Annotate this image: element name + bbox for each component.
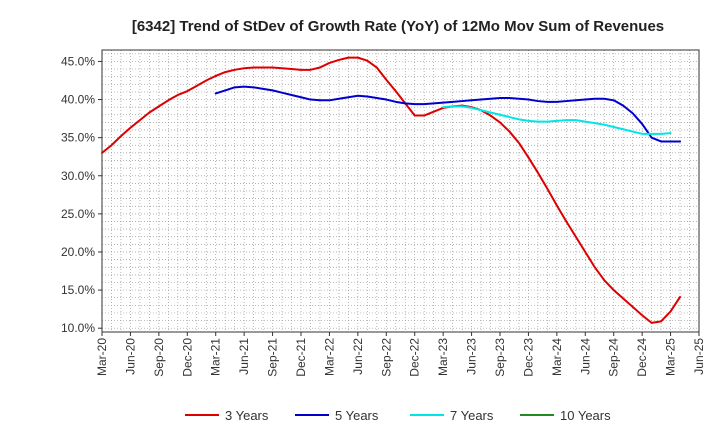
y-tick-label: 15.0% (61, 283, 95, 297)
series-line-7-years (442, 105, 672, 135)
series-line-3-years (101, 56, 682, 324)
x-tick-label: Sep-23 (493, 338, 507, 377)
x-tick-label: Jun-24 (578, 338, 592, 375)
x-tick-label: Sep-24 (607, 338, 621, 377)
plot-border (101, 49, 700, 333)
x-tick-label: Mar-21 (209, 338, 223, 376)
chart-title: [6342] Trend of StDev of Growth Rate (Yo… (132, 18, 664, 35)
x-tick-label: Jun-25 (692, 338, 706, 375)
x-tick-label: Mar-25 (664, 338, 678, 376)
x-tick-label: Jun-23 (465, 338, 479, 375)
y-tick-label: 40.0% (61, 93, 95, 107)
x-tick-label: Mar-24 (550, 338, 564, 376)
plot-area: 10.0% 15.0% 20.0% 25.0% 30.0% 35.0% 40.0% 45.0%… (61, 49, 706, 377)
y-tick-label: 10.0% (61, 321, 95, 335)
legend-label-10-years: 10 Years (560, 408, 611, 423)
legend-label-3-years: 3 Years (225, 408, 269, 423)
y-tick-label: 25.0% (61, 207, 95, 221)
y-tick-label: 30.0% (61, 169, 95, 183)
x-tick-label: Dec-24 (635, 338, 649, 377)
legend-label-5-years: 5 Years (335, 408, 379, 423)
x-tick-label: Sep-22 (379, 338, 393, 377)
y-tick-label: 35.0% (61, 131, 95, 145)
x-tick-label: Mar-22 (322, 338, 336, 376)
legend: 3 Years 5 Years 7 Years 10 Years (185, 408, 611, 423)
x-tick-label: Mar-23 (436, 338, 450, 376)
x-tick-label: Sep-20 (152, 338, 166, 377)
y-tick-label: 45.0% (61, 54, 95, 68)
x-tick-label: Dec-23 (521, 338, 535, 377)
legend-label-7-years: 7 Years (450, 408, 494, 423)
x-tick-label: Jun-21 (237, 338, 251, 375)
y-tick-label: 20.0% (61, 245, 95, 259)
x-tick-label: Dec-20 (180, 338, 194, 377)
series-line-5-years (214, 85, 682, 143)
x-tick-label: Jun-22 (351, 338, 365, 375)
x-tick-label: Sep-21 (266, 338, 280, 377)
x-tick-label: Mar-20 (95, 338, 109, 376)
x-tick-label: Dec-22 (408, 338, 422, 377)
x-tick-label: Dec-21 (294, 338, 308, 377)
x-tick-label: Jun-20 (123, 338, 137, 375)
